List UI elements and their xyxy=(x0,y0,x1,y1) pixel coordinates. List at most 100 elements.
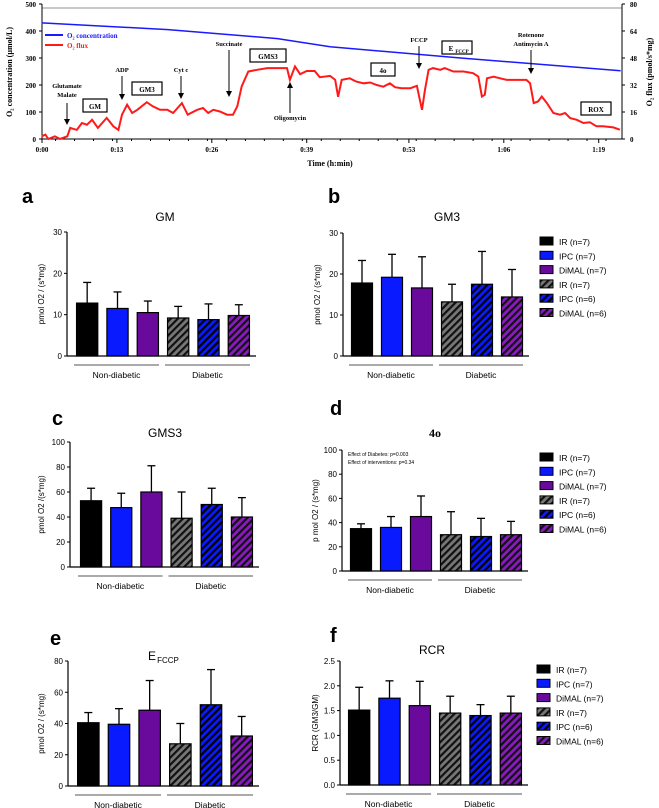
legend: IR (n=7) IPC (n=7) DiMAL (n=7) IR (n=7) IPC … xyxy=(539,452,607,535)
y-tick-label: 2.0 xyxy=(324,682,336,691)
panel-title: GM xyxy=(155,210,174,224)
panel-b: b GM3 0 10 20 30 pmol O2 / (s*mg) Non-diabetic D… xyxy=(313,186,607,380)
y-tick-label: 60 xyxy=(56,488,65,497)
y-right-tick-label: 48 xyxy=(630,55,638,63)
annotation-rotenone: Rotenone Antimycin A xyxy=(513,32,549,74)
bar-nondiabetic-0 xyxy=(347,709,371,786)
panel-title-subscript: FCCP xyxy=(157,656,179,665)
y-tick-label: 0.5 xyxy=(324,756,336,765)
legend-label: DiMAL (n=7) xyxy=(559,482,607,492)
annotation-label: GMS3 xyxy=(258,53,278,61)
y-axis-title: pmol O2 / (s*mg) xyxy=(37,263,46,324)
x-tick-label: 0:26 xyxy=(205,146,218,154)
y-axis-title: p mol O2 / (s*mg) xyxy=(311,479,320,542)
annotation-adp: ADP xyxy=(115,67,129,100)
y-tick-label: 0 xyxy=(59,782,64,791)
bar-nondiabetic-0 xyxy=(75,302,99,357)
annotation-label: ROX xyxy=(588,106,604,114)
bar-nondiabetic-2 xyxy=(140,491,163,568)
legend-label: O₂ concentration xyxy=(67,32,118,40)
group-label: Non-diabetic xyxy=(94,800,142,808)
bar-nondiabetic-1 xyxy=(106,307,129,357)
annotation-label: Oligomycin xyxy=(274,115,307,122)
y-tick-label: 0 xyxy=(61,563,66,572)
bar-diabetic-5 xyxy=(230,516,254,568)
y-tick-label: 40 xyxy=(56,513,65,522)
y-right-tick-label: 64 xyxy=(630,28,638,36)
panel-title: E xyxy=(148,649,156,663)
x-tick-label: 0:53 xyxy=(402,146,415,154)
y-tick-label: 0 xyxy=(334,352,339,361)
annotation-box xyxy=(441,40,473,55)
y-tick-label: 400 xyxy=(26,28,37,36)
group-label: Non-diabetic xyxy=(96,581,144,591)
bar-diabetic-4 xyxy=(469,714,492,786)
x-tick-label: 0:00 xyxy=(36,146,49,154)
legend-label: IR (n=7) xyxy=(559,280,590,290)
y-tick-label: 80 xyxy=(54,657,63,666)
annotation-label: Malate xyxy=(57,92,77,99)
y-tick-label: 0 xyxy=(333,567,338,576)
bar-diabetic-4 xyxy=(199,704,223,787)
y-tick-label: 10 xyxy=(329,311,338,320)
panel-d: d 4o 0 20 40 60 80 100 p mol O2 / (s*mg) Non-diab… xyxy=(311,398,607,595)
y-tick-label: 20 xyxy=(329,270,338,279)
legend-label: IPC (n=6) xyxy=(556,722,593,732)
stat-annotation: Effect of interventions: p=0.34 xyxy=(348,460,414,466)
group-label: Diabetic xyxy=(465,585,496,595)
panel-letter: c xyxy=(52,408,63,430)
y-tick-label: 1.0 xyxy=(324,731,336,740)
annotation-label: GM xyxy=(89,103,101,111)
bar-diabetic-4 xyxy=(469,535,493,572)
group-label: Non-diabetic xyxy=(93,370,141,380)
panel-a: a GM 0 10 20 30 pmol O2 / (s*mg) Non-diabetic Di… xyxy=(22,186,256,380)
bar-diabetic-3 xyxy=(438,712,462,786)
legend-label: IR (n=7) xyxy=(559,496,590,506)
y-axis-title: pmol O2 / (s*mg) xyxy=(313,264,322,325)
bar-nondiabetic-0 xyxy=(350,282,374,357)
annotation-label: Antimycin A xyxy=(513,41,549,48)
bar-diabetic-3 xyxy=(169,743,192,787)
legend-label: IPC (n=6) xyxy=(559,294,596,304)
bar-diabetic-5 xyxy=(500,296,524,357)
group-label: Diabetic xyxy=(192,370,223,380)
y-tick-label: 20 xyxy=(54,751,63,760)
legend-swatch xyxy=(539,524,554,533)
y-tick-label: 20 xyxy=(328,543,337,552)
bar-diabetic-3 xyxy=(170,517,193,568)
bar-diabetic-5 xyxy=(227,314,251,357)
y-axis-title: pmol O2 / (s*mg) xyxy=(37,693,46,754)
legend-swatch xyxy=(536,678,551,688)
legend-label: DiMAL (n=7) xyxy=(559,266,607,276)
legend: IR (n=7) IPC (n=7) DiMAL (n=7) IR (n=7) IPC … xyxy=(539,236,607,319)
legend-swatch xyxy=(539,308,554,317)
y-tick-label: 2.5 xyxy=(324,657,336,666)
y-tick-label: 20 xyxy=(53,269,62,278)
annotation-succinate: Succinate xyxy=(216,41,242,97)
bar-diabetic-3 xyxy=(166,317,190,357)
o2-concentration-line xyxy=(41,22,621,72)
panel-letter: e xyxy=(50,628,61,650)
y-tick-label: 0.0 xyxy=(324,781,336,790)
legend-label: IPC (n=7) xyxy=(556,679,593,689)
annotation-gm3: GM3 xyxy=(131,81,163,96)
y-tick-label: 300 xyxy=(26,55,37,63)
annotation-label: FCCP xyxy=(410,37,427,44)
legend-swatch xyxy=(536,664,551,674)
legend-label: IR (n=7) xyxy=(559,237,590,247)
bar-diabetic-4 xyxy=(200,503,223,568)
annotation-cyt-c: Cyt c xyxy=(174,67,188,99)
legend-swatch xyxy=(539,293,554,303)
y-right-tick-label: 0 xyxy=(630,136,634,144)
legend-label: IR (n=7) xyxy=(556,708,587,718)
bar-nondiabetic-0 xyxy=(76,722,100,787)
bar-nondiabetic-1 xyxy=(378,697,401,786)
bar-diabetic-3 xyxy=(439,534,463,572)
bar-diabetic-5 xyxy=(230,735,254,787)
legend-label: IR (n=7) xyxy=(556,665,587,675)
panel-c: c GMS3 0 20 40 60 80 100 pmol O2 /(s*mg) Non-diab… xyxy=(37,408,259,591)
annotation-gms3: GMS3 xyxy=(249,48,287,63)
panel-letter: f xyxy=(330,625,337,647)
legend-swatch xyxy=(536,721,551,731)
